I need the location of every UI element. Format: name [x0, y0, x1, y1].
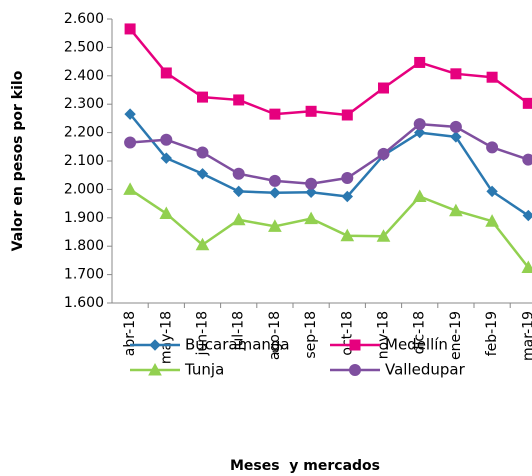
data-point	[231, 212, 246, 226]
x-tick-label: may-18	[158, 311, 174, 364]
y-tick-label: 1.800	[64, 238, 104, 254]
x-tick-label: dic-18	[412, 311, 428, 354]
y-tick-label: 1.700	[64, 267, 104, 283]
data-point	[413, 126, 426, 139]
y-tick-label: 2.000	[64, 181, 104, 197]
y-tick-label: 2.100	[64, 153, 104, 169]
data-point	[195, 237, 210, 251]
data-point	[485, 214, 499, 227]
x-tick-label: jul-18	[231, 311, 247, 352]
data-point	[269, 108, 281, 120]
data-point	[268, 219, 282, 232]
data-point	[233, 94, 245, 106]
data-point	[521, 260, 532, 273]
data-point	[340, 228, 355, 242]
series-line	[129, 28, 530, 117]
data-point	[341, 172, 354, 185]
data-point	[414, 56, 426, 68]
legend-label: Bucaramanga	[185, 336, 290, 354]
data-point	[196, 146, 209, 159]
y-tick-label: 2.200	[64, 125, 104, 141]
x-tick-label: ene-19	[448, 311, 464, 360]
y-tick-label: 2.600	[64, 11, 104, 27]
data-point	[269, 187, 281, 199]
data-point	[124, 136, 137, 149]
y-tick-label: 1.900	[64, 210, 104, 226]
x-tick-label: feb-19	[484, 311, 500, 356]
data-point	[305, 105, 317, 117]
data-point	[450, 68, 462, 80]
data-point	[377, 147, 390, 160]
data-point	[305, 177, 318, 190]
y-tick-label: 1.600	[64, 295, 104, 311]
legend-marker	[349, 339, 361, 351]
data-point	[232, 185, 245, 198]
x-tick-label: sep-18	[303, 311, 319, 359]
legend-label: Valledupar	[385, 361, 466, 379]
data-point	[304, 211, 318, 225]
data-point	[486, 141, 499, 154]
data-point	[197, 91, 208, 103]
y-axis-label: Valor en pesos por kilo	[10, 70, 26, 251]
data-point	[522, 153, 532, 166]
legend-label: Tunja	[184, 361, 224, 379]
x-tick-label: jun-18	[195, 311, 211, 357]
data-point	[450, 131, 462, 143]
data-point	[305, 186, 317, 198]
data-point	[376, 229, 391, 242]
data-point	[232, 167, 245, 180]
data-point	[341, 109, 353, 121]
y-tick-label: 2.300	[64, 96, 104, 112]
x-tick-label: abr-18	[122, 311, 138, 356]
data-point	[124, 108, 136, 120]
series-line	[129, 113, 529, 217]
legend-marker	[149, 339, 161, 351]
data-point	[413, 118, 426, 131]
data-point	[160, 67, 172, 79]
legend-marker	[148, 362, 162, 376]
data-point	[378, 82, 389, 94]
data-point	[123, 182, 137, 195]
data-point	[124, 23, 136, 35]
data-point	[522, 97, 532, 109]
y-tick-label: 2.500	[64, 39, 104, 55]
data-point	[486, 71, 498, 83]
data-point	[268, 174, 281, 187]
data-point	[486, 185, 498, 198]
series-line	[129, 188, 530, 269]
series-line	[130, 122, 529, 185]
data-point	[159, 206, 174, 220]
data-point	[341, 190, 354, 203]
data-point	[449, 120, 462, 133]
data-point	[449, 203, 463, 217]
x-tick-label: mar-19	[520, 311, 532, 361]
legend-marker	[349, 364, 361, 376]
x-tick-label: nov-18	[376, 311, 392, 359]
y-tick-label: 2.400	[64, 68, 104, 84]
data-point	[160, 152, 173, 164]
data-point	[160, 133, 173, 146]
legend-label: Medellín	[385, 336, 448, 354]
x-axis-label: Meses y mercados	[230, 458, 380, 474]
data-point	[196, 168, 209, 180]
x-tick-label: ago-18	[267, 311, 283, 360]
data-point	[412, 189, 427, 202]
